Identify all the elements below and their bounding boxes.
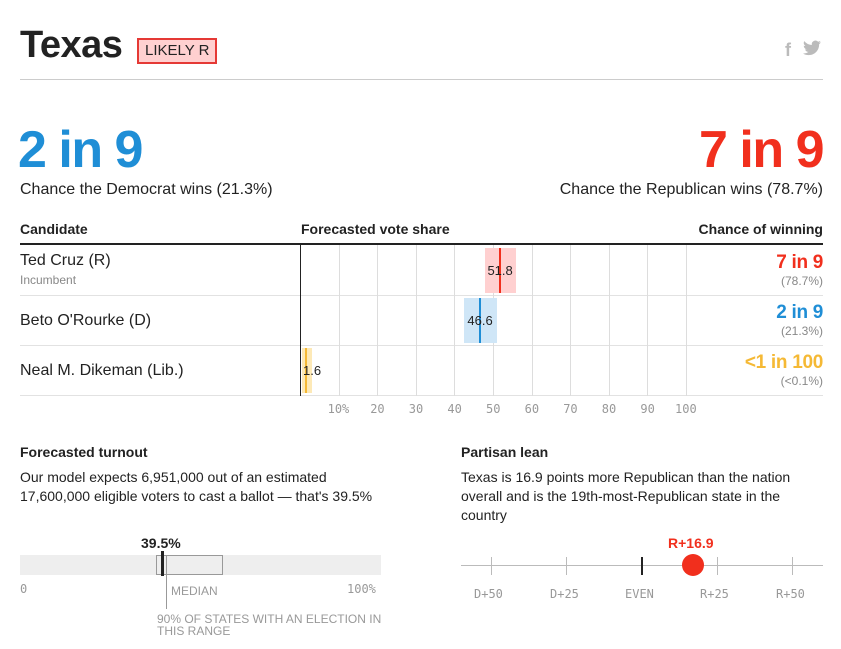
lean-value: R+16.9	[668, 535, 714, 551]
column-header-chance: Chance of winning	[698, 221, 823, 237]
lean-even-tick	[641, 557, 643, 575]
vote-share-mark	[478, 298, 481, 343]
candidate-chance: <1 in 100	[744, 352, 823, 373]
axis-tick-label: 20	[370, 402, 385, 416]
grid-line	[377, 245, 379, 396]
lean-description: Texas is 16.9 points more Republican tha…	[461, 469, 791, 523]
lean-label: R+50	[776, 587, 805, 601]
vote-share-label: 51.8	[487, 263, 513, 278]
candidate-name: Neal M. Dikeman (Lib.)	[20, 362, 184, 379]
axis-tick-label: 60	[524, 402, 540, 416]
turnout-description: Our model expects 6,951,000 out of an es…	[20, 469, 373, 504]
grid-line	[454, 245, 456, 396]
table-header-divider	[20, 243, 823, 245]
vote-share-mark	[498, 248, 501, 293]
turnout-median-line	[166, 555, 167, 609]
vote-share-chart: 51.8 46.6 1.6	[300, 245, 700, 396]
grid-line	[570, 245, 572, 396]
democrat-odds: 2 in 9	[18, 121, 143, 179]
axis-tick-label: 90	[640, 402, 655, 416]
lean-tick	[717, 557, 718, 575]
axis-tick-label: 50	[486, 402, 501, 416]
column-header-candidate: Candidate	[20, 221, 88, 237]
turnout-state-range	[156, 555, 223, 575]
row-divider	[20, 395, 823, 396]
lean-label: D+25	[550, 587, 579, 601]
candidate-chance: 7 in 9	[776, 252, 823, 273]
candidate-name: Ted Cruz (R)	[20, 252, 111, 269]
candidate-chance-pct: (<0.1%)	[780, 374, 823, 388]
republican-odds-caption: Chance the Republican wins (78.7%)	[559, 181, 823, 198]
lean-tick	[792, 557, 793, 575]
axis-tick-label: 40	[447, 402, 462, 416]
row-divider	[20, 345, 823, 346]
lean-marker-dot	[682, 554, 704, 576]
grid-line	[415, 245, 417, 396]
turnout-marker	[161, 551, 164, 576]
turnout-bar-track	[20, 555, 381, 575]
grid-line	[338, 245, 340, 396]
share-icons: f	[785, 40, 821, 61]
republican-odds: 7 in 9	[699, 121, 824, 179]
chart-axis-line	[300, 245, 301, 396]
axis-tick-label: 80	[601, 402, 617, 416]
grid-line	[608, 245, 610, 396]
twitter-icon[interactable]	[803, 40, 821, 61]
lean-label: D+50	[474, 587, 503, 601]
axis-tick-label: 10%	[327, 402, 350, 416]
turnout-axis-max: 100%	[347, 582, 376, 596]
turnout-axis-min: 0	[20, 582, 28, 596]
candidate-chance: 2 in 9	[776, 302, 823, 323]
lean-title: Partisan lean	[461, 444, 549, 460]
vote-share-label: 1.6	[303, 363, 322, 378]
row-divider	[20, 295, 823, 296]
vote-share-mark	[305, 348, 308, 393]
lean-label: EVEN	[625, 587, 654, 601]
candidate-note: Incumbent	[20, 273, 77, 287]
grid-line	[531, 245, 533, 396]
candidate-name: Beto O'Rourke (D)	[20, 312, 152, 329]
state-title: Texas	[20, 24, 123, 66]
grid-line	[686, 245, 687, 396]
axis-tick-label: 100	[675, 402, 697, 416]
header-divider	[20, 79, 823, 80]
lean-tick	[491, 557, 492, 575]
column-header-forecast: Forecasted vote share	[301, 221, 450, 237]
turnout-title: Forecasted turnout	[20, 444, 148, 460]
turnout-range-label: 90% OF STATES WITH AN ELECTION IN THIS R…	[157, 612, 382, 638]
vote-share-label: 46.6	[467, 313, 493, 328]
turnout-median-label: MEDIAN	[171, 584, 218, 598]
democrat-odds-caption: Chance the Democrat wins (21.3%)	[20, 181, 273, 198]
axis-tick-label: 30	[408, 402, 424, 416]
lean-tick	[566, 557, 567, 575]
axis-tick-label: 70	[563, 402, 578, 416]
candidate-chance-pct: (78.7%)	[780, 274, 823, 288]
rating-badge: LIKELY R	[137, 38, 218, 64]
turnout-value: 39.5%	[141, 535, 181, 551]
facebook-icon[interactable]: f	[785, 40, 791, 60]
lean-label: R+25	[700, 587, 729, 601]
candidate-chance-pct: (21.3%)	[780, 324, 823, 338]
grid-line	[647, 245, 649, 396]
